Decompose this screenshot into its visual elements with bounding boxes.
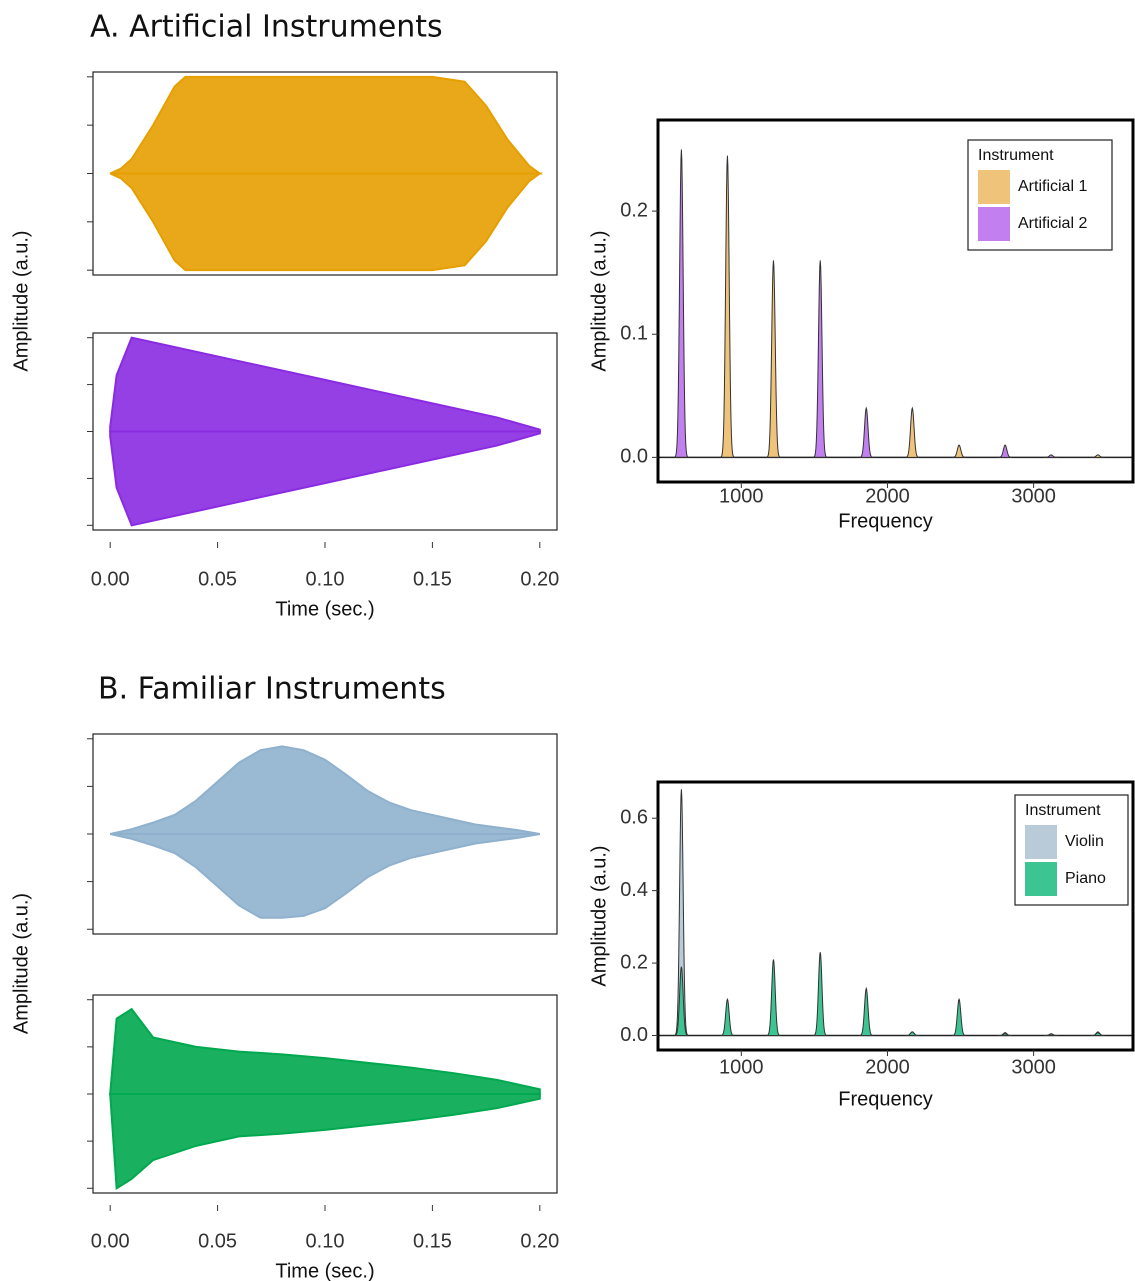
spectral-peak: [674, 149, 689, 458]
x-tick-label: 0.15: [413, 1230, 452, 1252]
x-tick-label: 0.05: [198, 1230, 237, 1252]
spectral-peak: [1044, 454, 1059, 458]
x-tick-label: 3000: [1011, 1056, 1056, 1078]
x-tick-label: 0.00: [91, 1230, 130, 1252]
x-tick-label: 0.10: [306, 568, 345, 590]
spectral-peak: [1044, 1033, 1059, 1037]
spectral-peak: [813, 952, 828, 1036]
spectral-peak: [998, 444, 1013, 458]
section-title: A. Artificial Instruments: [90, 10, 443, 45]
y-tick-label: 0.1: [620, 323, 648, 345]
legend-label: Artificial 1: [1018, 178, 1087, 195]
x-axis-label: Time (sec.): [275, 598, 374, 620]
x-tick-label: 3000: [1011, 485, 1056, 507]
waveform-envelope: [109, 1093, 541, 1191]
plot-area: [658, 149, 1133, 459]
legend-label: Violin: [1065, 833, 1104, 850]
y-tick-label: 0.2: [620, 199, 648, 221]
y-axis-label: Amplitude (a.u.): [588, 845, 610, 986]
x-axis-label: Frequency: [838, 1088, 933, 1110]
x-tick-label: 1000: [719, 1056, 764, 1078]
x-tick-label: 0.00: [91, 568, 130, 590]
y-axis-label: Amplitude (a.u.): [10, 230, 32, 371]
spectral-peak: [813, 260, 828, 458]
y-tick-label: 0.2: [620, 951, 648, 973]
spectral-peak: [766, 959, 781, 1036]
x-axis-label: Time (sec.): [275, 1260, 374, 1281]
x-tick-label: 0.15: [413, 568, 452, 590]
y-axis-label: Amplitude (a.u.): [10, 893, 32, 1034]
x-tick-label: 0.20: [520, 1230, 559, 1252]
x-axis-label: Frequency: [838, 510, 933, 532]
x-tick-label: 0.10: [306, 1230, 345, 1252]
legend-swatch: [978, 170, 1010, 204]
y-axis-label: Amplitude (a.u.): [588, 230, 610, 371]
waveform-envelope: [109, 172, 543, 272]
waveform-envelope: [109, 336, 541, 433]
x-tick-label: 0.20: [520, 568, 559, 590]
spectral-peak: [859, 406, 874, 458]
legend-title: Instrument: [978, 147, 1054, 164]
x-tick-label: 0.05: [198, 568, 237, 590]
x-tick-label: 2000: [865, 485, 910, 507]
y-tick-label: 0.0: [620, 1024, 648, 1046]
plot-frame: [656, 118, 1135, 484]
spectral-peak: [1090, 1032, 1105, 1037]
spectral-peak: [859, 986, 874, 1036]
waveform-envelope: [109, 833, 540, 919]
waveform-envelope: [109, 75, 543, 175]
x-tick-label: 2000: [865, 1056, 910, 1078]
spectral-peak: [1090, 454, 1105, 458]
y-tick-label: 0.0: [620, 446, 648, 468]
x-tick-label: 1000: [719, 485, 764, 507]
spectral-peak: [952, 997, 967, 1036]
legend-swatch: [978, 207, 1010, 241]
legend-swatch: [1025, 825, 1057, 859]
spectral-peak: [766, 260, 781, 458]
spectral-peak: [952, 444, 967, 458]
legend-swatch: [1025, 862, 1057, 896]
waveform-envelope: [109, 430, 541, 527]
spectral-peak: [720, 997, 735, 1036]
plot-frame: [656, 780, 1135, 1052]
plot-area: [658, 789, 1133, 1037]
y-tick-label: 0.4: [620, 879, 648, 901]
waveform-envelope: [109, 745, 540, 835]
legend-label: Piano: [1065, 870, 1106, 887]
spectral-peak: [674, 789, 689, 1036]
legend-title: Instrument: [1025, 802, 1101, 819]
y-tick-label: 0.6: [620, 806, 648, 828]
spectral-peak: [905, 406, 920, 458]
spectral-peak: [998, 1033, 1013, 1037]
spectral-peak: [674, 966, 689, 1036]
spectral-peak: [905, 1031, 920, 1037]
waveform-envelope: [109, 1007, 541, 1095]
legend-label: Artificial 2: [1018, 215, 1087, 232]
spectral-peak: [720, 155, 735, 458]
section-title: B. Familiar Instruments: [98, 672, 446, 707]
